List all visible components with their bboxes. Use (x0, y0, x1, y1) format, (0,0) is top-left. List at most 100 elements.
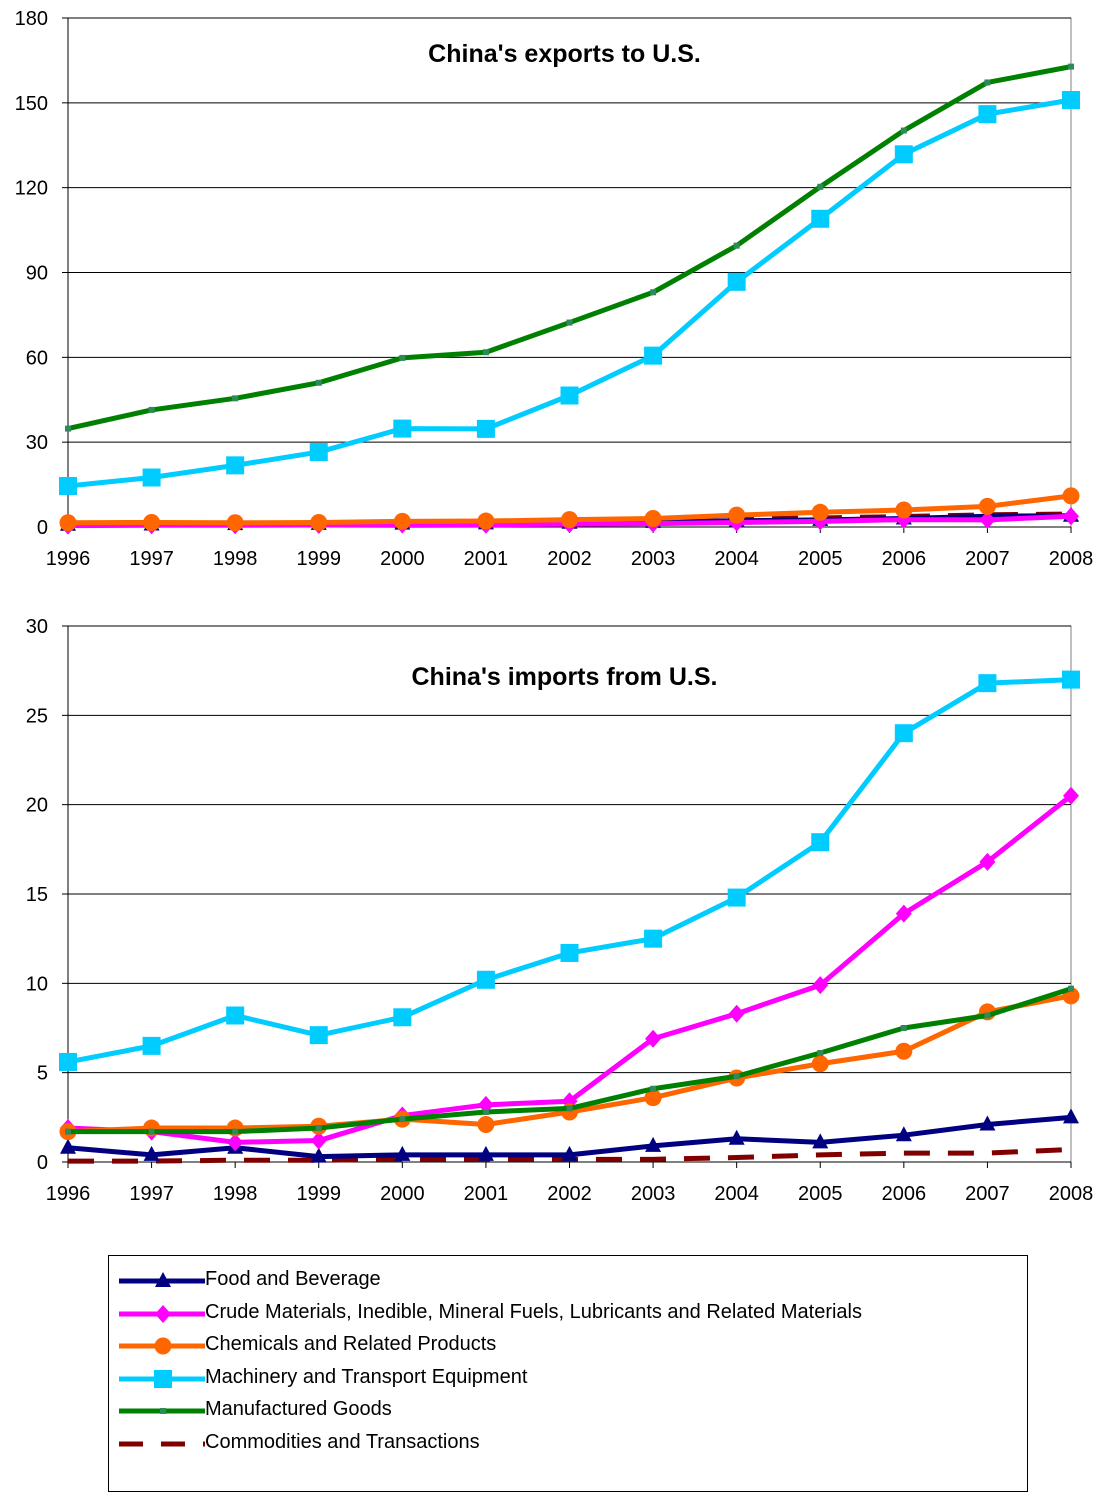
legend-swatch-comm (119, 1441, 205, 1446)
exports-point-mfg (650, 289, 657, 296)
exports-x-tick-label: 1998 (213, 548, 258, 570)
exports-point-mach (727, 272, 746, 291)
imports-point-mach (226, 1006, 245, 1025)
imports-x-tick-label: 2008 (1049, 1183, 1094, 1205)
legend-item-food: Food and Beverage (109, 1264, 1027, 1296)
legend-label-food: Food and Beverage (205, 1268, 381, 1290)
imports-point-mfg (65, 1128, 71, 1135)
exports-x-tick-label: 2003 (631, 548, 676, 570)
exports-point-mfg (315, 379, 322, 386)
exports-y-tick-label: 150 (15, 93, 48, 115)
exports-point-chem (59, 514, 77, 532)
imports-point-mach (309, 1026, 328, 1045)
exports-x-tick-label: 2001 (464, 548, 509, 570)
exports-point-chem (728, 506, 746, 524)
imports-point-mach (476, 970, 495, 989)
imports-point-crude (227, 1133, 244, 1152)
exports-point-chem (226, 514, 244, 532)
imports-point-food (728, 1129, 745, 1145)
imports-x-tick-label: 2006 (882, 1183, 927, 1205)
exports-x-tick-label: 1999 (297, 548, 342, 570)
exports-series-chem (59, 487, 1080, 532)
exports-point-mfg (148, 406, 155, 413)
legend-label-mfg: Manufactured Goods (205, 1398, 392, 1420)
exports-point-chem (393, 512, 411, 530)
legend-marker-chem (154, 1337, 172, 1355)
imports-x-tick-label: 2003 (631, 1183, 676, 1205)
exports-point-chem (143, 513, 161, 531)
exports-point-mach (894, 145, 913, 164)
imports-x-tick-label: 1998 (213, 1183, 258, 1205)
exports-point-mach (226, 456, 245, 475)
imports-point-mfg (650, 1085, 657, 1092)
exports-chart-title: China's exports to U.S. (428, 40, 701, 68)
exports-x-tick-label: 2000 (380, 548, 425, 570)
exports-x-tick-label: 2002 (547, 548, 592, 570)
legend-label-mach: Machinery and Transport Equipment (205, 1365, 528, 1388)
legend-label-comm: Commodities and Transactions (205, 1430, 480, 1453)
imports-point-mach (978, 674, 997, 693)
exports-point-mach (811, 209, 830, 228)
imports-x-tick-label: 2001 (464, 1183, 509, 1205)
exports-x-tick-label: 2007 (965, 548, 1010, 570)
imports-point-food (561, 1145, 578, 1161)
imports-point-chem (811, 1055, 829, 1073)
legend-marker-crude (155, 1304, 171, 1323)
imports-point-mach (59, 1052, 77, 1071)
exports-point-chem (978, 497, 996, 515)
exports-series-mach (59, 91, 1080, 495)
exports-point-mfg (399, 354, 406, 361)
imports-x-tick-label: 1996 (46, 1183, 91, 1205)
exports-point-mach (476, 419, 495, 438)
exports-y-tick-label: 90 (26, 263, 48, 285)
imports-y-tick-label: 0 (37, 1152, 48, 1174)
legend-item-mach: Machinery and Transport Equipment (109, 1362, 1027, 1394)
exports-series-mfg (65, 63, 1074, 432)
exports-point-chem (561, 511, 578, 529)
imports-point-mach (894, 724, 913, 743)
exports-point-mach (309, 443, 328, 462)
imports-point-mfg (399, 1116, 406, 1123)
legend-item-comm: Commodities and Transactions (109, 1427, 1027, 1459)
exports-point-mfg (817, 183, 824, 190)
exports-y-tick-label: 120 (15, 178, 48, 200)
exports-x-tick-label: 1996 (46, 548, 91, 570)
imports-x-tick-label: 2005 (798, 1183, 843, 1205)
legend-marker-food (155, 1272, 171, 1287)
exports-point-mfg (566, 319, 573, 326)
exports-x-tick-label: 1997 (129, 548, 174, 570)
imports-y-tick-label: 10 (26, 973, 48, 995)
imports-y-tick-label: 5 (37, 1063, 48, 1085)
exports-point-chem (1062, 487, 1080, 505)
imports-point-mach (644, 929, 663, 948)
legend-marker-mach (154, 1369, 172, 1388)
imports-point-crude (728, 1004, 745, 1023)
exports-point-mfg (1068, 63, 1074, 70)
exports-y-tick-label: 60 (26, 347, 48, 369)
exports-point-mfg (482, 349, 489, 356)
legend-item-chem: Chemicals and Related Products (109, 1329, 1027, 1361)
imports-series-mach (59, 670, 1080, 1071)
legend-label-crude: Crude Materials, Inedible, Mineral Fuels… (205, 1300, 862, 1323)
imports-x-tick-label: 2004 (714, 1183, 759, 1205)
legend-swatch-mfg (119, 1408, 205, 1414)
exports-point-chem (811, 503, 829, 521)
exports-x-tick-label: 2008 (1049, 548, 1094, 570)
imports-point-food (645, 1136, 662, 1152)
imports-point-chem (895, 1042, 913, 1060)
exports-point-chem (895, 501, 913, 519)
imports-series-mfg (65, 985, 1074, 1135)
exports-point-chem (644, 510, 662, 528)
imports-point-mfg (566, 1105, 573, 1112)
legend-item-mfg: Manufactured Goods (109, 1394, 1027, 1426)
exports-y-tick-label: 30 (26, 432, 48, 454)
imports-point-mach (727, 888, 746, 907)
imports-chart-title: China's imports from U.S. (412, 663, 718, 691)
exports-y-tick-label: 0 (37, 517, 48, 539)
exports-point-crude (1063, 507, 1079, 526)
imports-x-tick-label: 1997 (129, 1183, 174, 1205)
legend-swatch-chem (119, 1337, 205, 1355)
exports-y-tick-label: 180 (15, 8, 48, 30)
exports-point-mach (142, 468, 161, 487)
imports-point-mach (1062, 670, 1080, 689)
